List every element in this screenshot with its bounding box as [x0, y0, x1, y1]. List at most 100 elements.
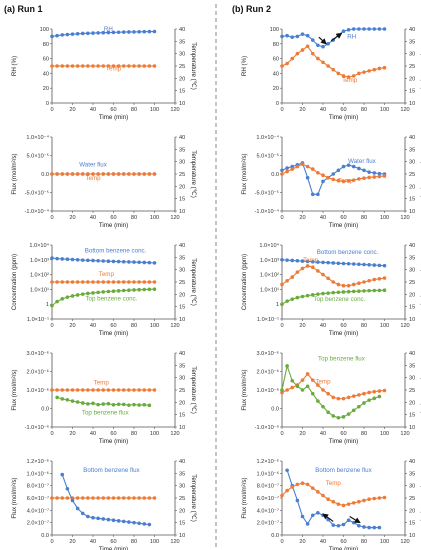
data-point: [116, 289, 121, 293]
data-point: [147, 29, 152, 34]
data-point: [101, 259, 106, 263]
data-point: [132, 280, 136, 284]
data-point: [55, 395, 59, 400]
data-point: [132, 260, 136, 264]
data-point: [290, 275, 295, 279]
x-tick-label: 20: [299, 539, 305, 545]
series-temp: [50, 280, 157, 284]
y2-tick-label: 30: [179, 268, 185, 274]
data-point: [377, 276, 382, 281]
y2-tick-label: 30: [179, 160, 185, 166]
y-tick-label: 1.0×10¹: [260, 287, 279, 293]
data-point: [127, 260, 131, 264]
data-point: [80, 511, 85, 516]
data-point: [295, 482, 300, 487]
series-top-benzene-conc: [280, 288, 387, 307]
data-point: [60, 64, 65, 68]
data-point: [152, 29, 157, 34]
data-point: [372, 175, 377, 179]
y-tick-label: 5.0×10⁻⁵: [256, 153, 279, 160]
data-point: [96, 496, 100, 500]
data-point: [116, 402, 121, 407]
data-point: [316, 260, 320, 264]
y2-tick-label: 15: [409, 413, 415, 419]
data-point: [137, 388, 141, 392]
data-point: [132, 520, 136, 525]
data-point: [336, 168, 341, 173]
data-point: [310, 38, 315, 42]
series-top-benzene-flux: [55, 395, 152, 408]
data-point: [147, 496, 152, 500]
data-point: [142, 388, 147, 392]
data-point: [65, 64, 70, 68]
data-point: [60, 472, 65, 477]
data-point: [362, 401, 366, 405]
data-point: [50, 496, 54, 500]
y2-tick-label: 25: [179, 280, 185, 286]
data-point: [101, 496, 106, 500]
y2-tick-label: 30: [179, 52, 185, 58]
data-point: [116, 496, 121, 500]
data-point: [121, 30, 126, 34]
y2-tick-label: 35: [179, 255, 185, 261]
y2-tick-label: 20: [179, 76, 185, 82]
data-point: [147, 388, 152, 392]
data-point: [75, 400, 80, 404]
data-point: [367, 398, 371, 402]
data-point: [357, 404, 361, 409]
data-point: [326, 260, 330, 265]
data-point: [116, 64, 121, 68]
data-point: [346, 261, 351, 266]
data-point: [142, 522, 147, 526]
data-point: [321, 291, 325, 296]
data-point: [70, 399, 75, 403]
data-point: [331, 280, 336, 284]
data-point: [152, 496, 157, 500]
y-tick-label: 40: [273, 71, 279, 77]
data-point: [351, 282, 356, 287]
y2-tick-label: 30: [409, 160, 415, 166]
data-point: [132, 496, 136, 500]
y-tick-label: 100: [40, 27, 49, 33]
series-annotation: Water flux: [348, 158, 377, 165]
data-point: [367, 170, 371, 174]
data-point: [55, 64, 59, 68]
data-point: [285, 278, 289, 283]
data-point: [300, 388, 305, 392]
data-point: [367, 69, 371, 73]
data-point: [60, 496, 65, 500]
data-point: [372, 496, 377, 501]
data-point: [331, 290, 336, 295]
y2-tick-label: 35: [409, 471, 415, 477]
y-tick-label: 3.0×10⁻⁶: [256, 350, 279, 357]
data-point: [357, 523, 361, 528]
data-point: [372, 263, 377, 267]
run1-concentration-chart: 0 20 40 60 80 100 120 1.0×10⁻¹ 1 1.0×10¹ 1.0×10² 1.…: [11, 242, 197, 337]
data-point: [326, 175, 330, 180]
data-point: [346, 75, 351, 79]
data-point: [280, 282, 284, 287]
data-point: [116, 388, 121, 392]
data-point: [127, 172, 131, 176]
y2-tick-label: 10: [409, 101, 415, 107]
data-point: [310, 51, 315, 56]
data-point: [295, 51, 300, 56]
data-point: [116, 519, 121, 523]
x-tick-label: 60: [340, 215, 346, 221]
y2-axis-label: Temperature (℃): [190, 42, 197, 90]
data-point: [55, 280, 59, 284]
data-point: [321, 404, 325, 409]
y2-tick-label: 15: [409, 197, 415, 203]
data-point: [86, 64, 90, 68]
x-tick-label: 40: [90, 215, 96, 221]
data-point: [70, 388, 75, 392]
x-tick-label: 100: [380, 215, 389, 221]
data-point: [321, 260, 325, 265]
x-tick-label: 40: [320, 323, 326, 329]
data-point: [326, 64, 330, 68]
data-point: [310, 293, 315, 297]
data-point: [111, 289, 116, 293]
y-tick-label: 1: [276, 302, 279, 308]
y2-tick-label: 35: [409, 363, 415, 369]
y2-tick-label: 15: [179, 413, 185, 419]
